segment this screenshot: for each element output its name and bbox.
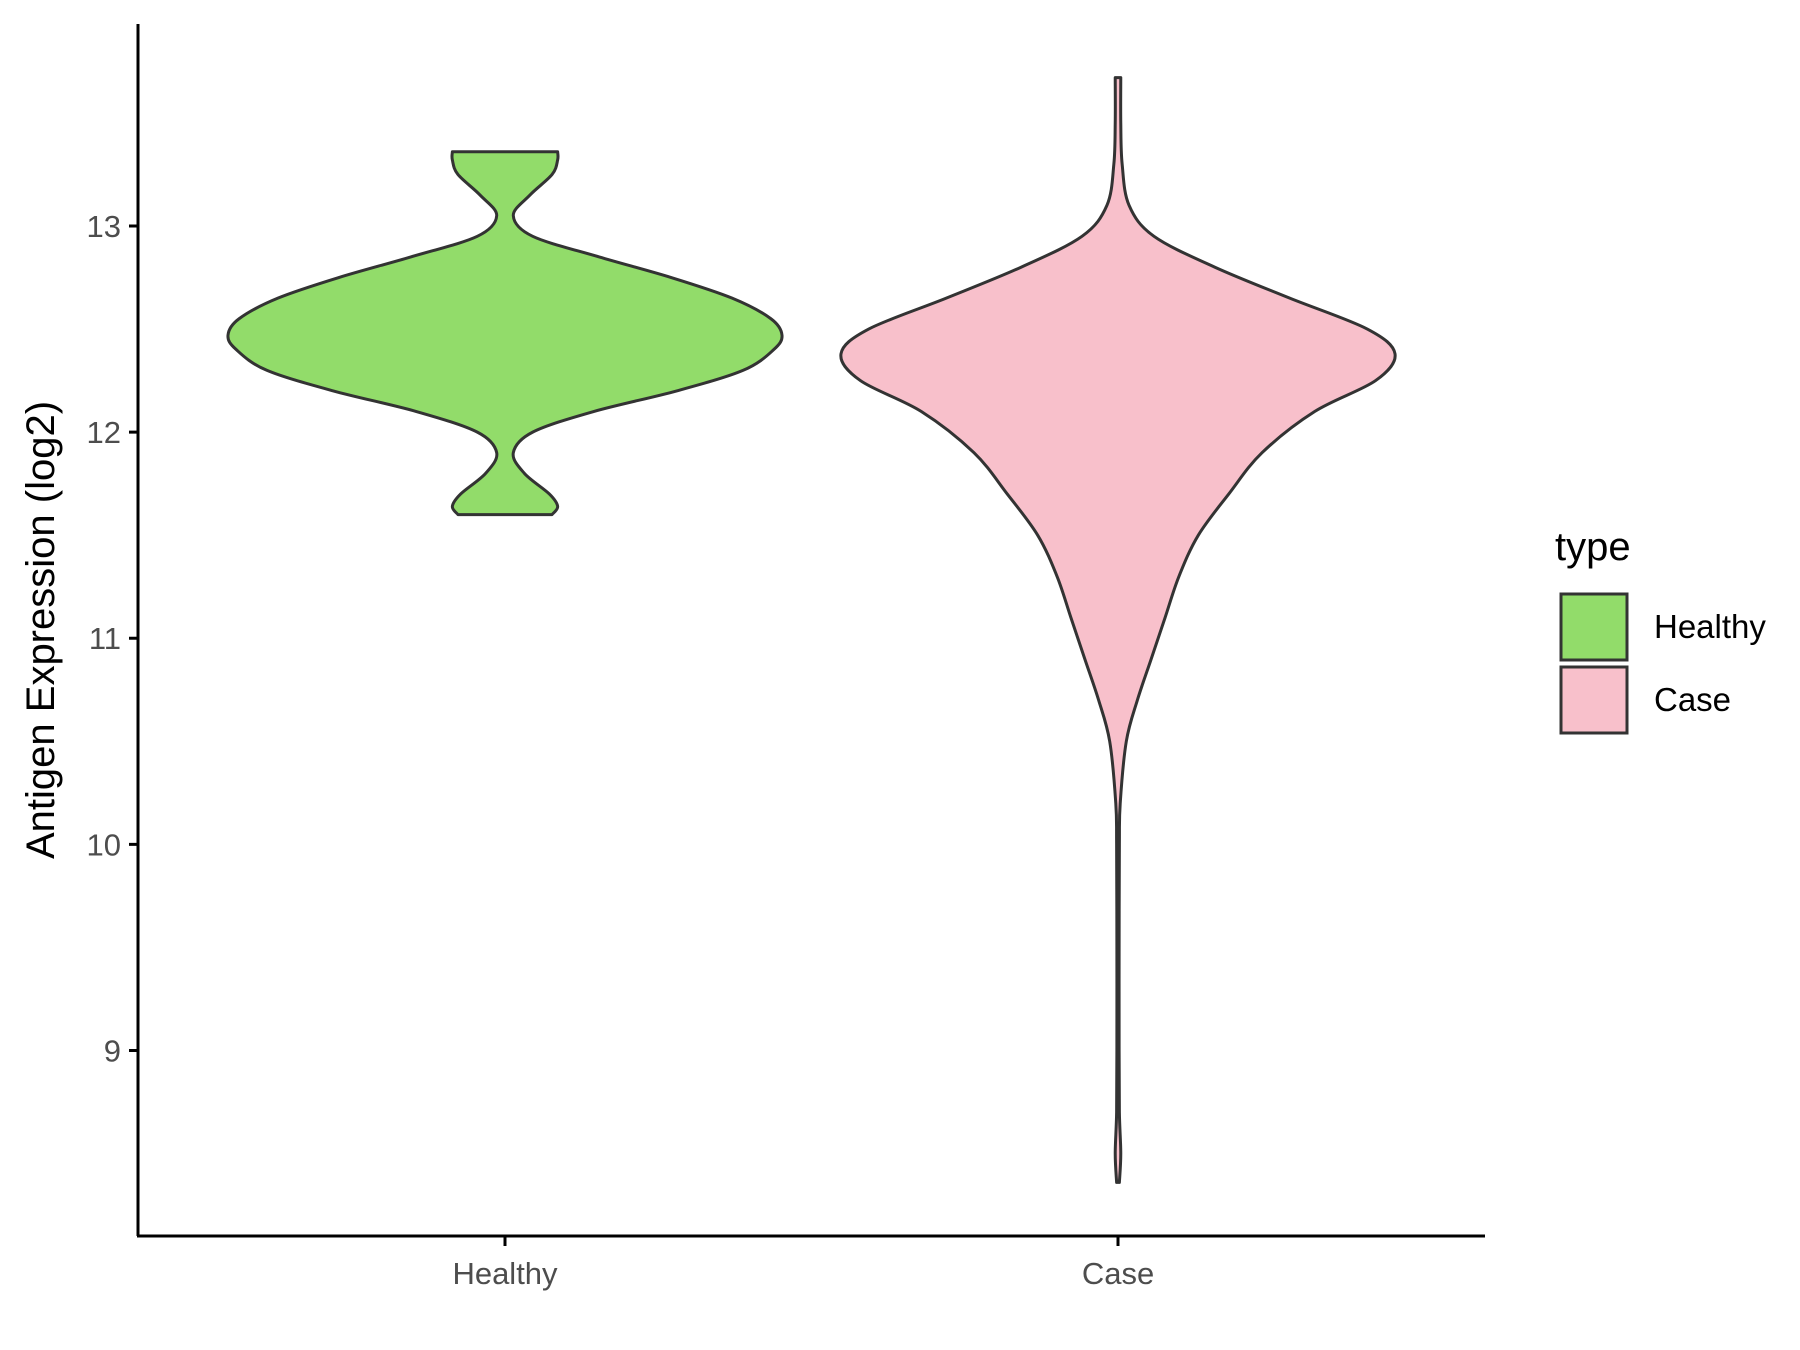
y-tick-label: 13 bbox=[87, 209, 121, 244]
legend: type Healthy Case bbox=[1555, 525, 1766, 735]
y-axis-title: Antigen Expression (log2) bbox=[19, 401, 63, 859]
x-ticks-group: Healthy Case bbox=[452, 1236, 1154, 1291]
y-tick-label: 10 bbox=[87, 827, 121, 862]
y-ticks-group: 9 10 11 12 13 bbox=[87, 209, 138, 1068]
x-tick-label: Healthy bbox=[452, 1256, 558, 1291]
legend-swatch-case bbox=[1559, 665, 1629, 735]
y-tick-label: 12 bbox=[87, 415, 121, 450]
legend-label-case: Case bbox=[1654, 681, 1731, 718]
violin-healthy bbox=[226, 150, 784, 517]
x-tick-label: Case bbox=[1082, 1256, 1154, 1291]
legend-items: Healthy Case bbox=[1559, 592, 1766, 735]
legend-swatch-healthy bbox=[1559, 592, 1629, 662]
legend-title: type bbox=[1555, 525, 1631, 569]
y-tick-label: 11 bbox=[89, 621, 121, 656]
legend-label-healthy: Healthy bbox=[1654, 608, 1766, 645]
y-tick-label: 9 bbox=[104, 1033, 121, 1068]
axes-group bbox=[136, 24, 1485, 1238]
violin-case bbox=[839, 76, 1397, 1184]
violins-group bbox=[226, 76, 1397, 1184]
